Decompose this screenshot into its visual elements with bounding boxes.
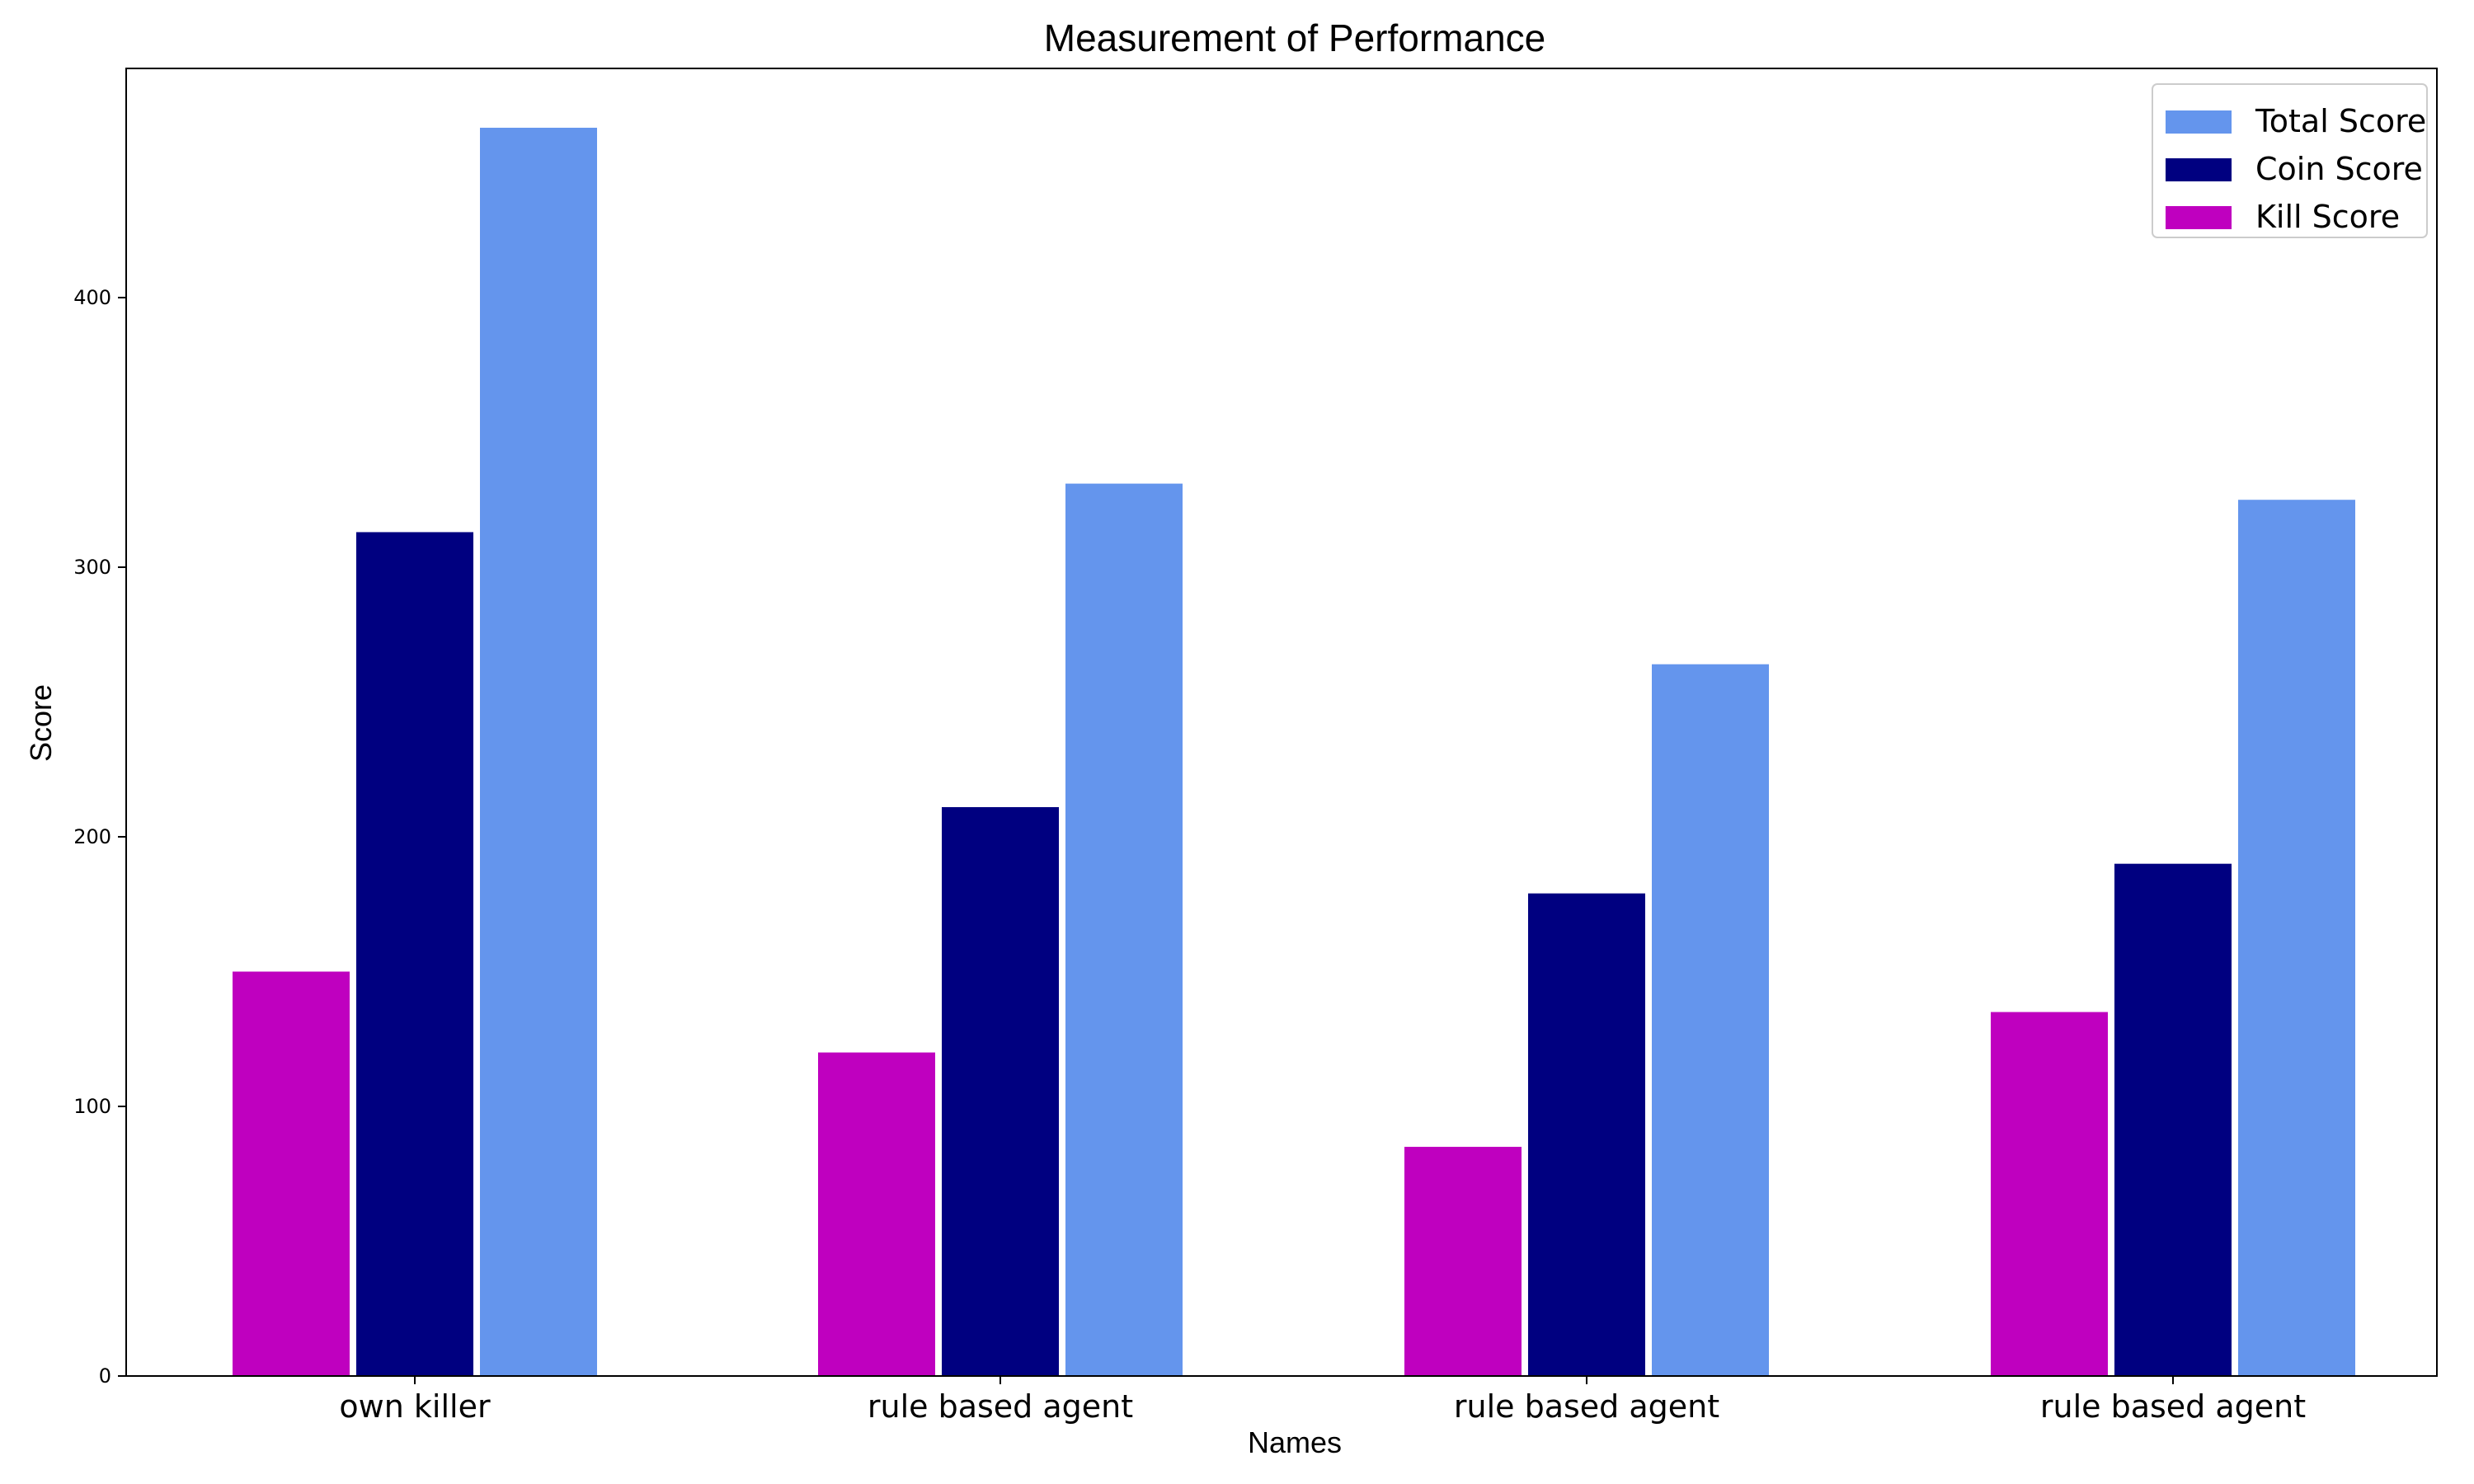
bar-total-score-3 <box>2238 500 2355 1376</box>
x-tick-label: own killer <box>339 1388 491 1425</box>
legend: Total Score Coin Score Kill Score <box>2152 83 2428 238</box>
legend-swatch-kill-score <box>2166 206 2232 229</box>
bar-coin-score-0 <box>356 532 473 1376</box>
chart-title: Measurement of Performance <box>1044 16 1546 59</box>
bar-coin-score-1 <box>942 807 1059 1376</box>
bar-kill-score-2 <box>1404 1147 1522 1376</box>
bar-kill-score-3 <box>1991 1012 2108 1376</box>
bar-total-score-0 <box>480 127 597 1376</box>
y-tick-label: 300 <box>73 556 111 579</box>
y-tick-label: 400 <box>73 286 111 309</box>
legend-label-kill-score: Kill Score <box>2255 199 2400 235</box>
plot-frame <box>125 68 2438 1377</box>
bar-coin-score-2 <box>1528 893 1645 1376</box>
y-tick-label: 200 <box>73 825 111 848</box>
bars-group <box>233 127 2355 1376</box>
x-ticks-group: own killer rule based agent rule based age… <box>339 1376 2306 1425</box>
x-tick-label: rule based agent <box>1454 1388 1719 1425</box>
legend-label-coin-score: Coin Score <box>2255 151 2423 187</box>
x-axis-label: Names <box>1248 1425 1342 1459</box>
legend-swatch-coin-score <box>2166 158 2232 181</box>
y-axis-label: Score <box>24 684 58 762</box>
legend-swatch-total-score <box>2166 110 2232 134</box>
y-ticks-group: 0 100 200 300 400 <box>73 286 126 1388</box>
bar-kill-score-1 <box>818 1052 935 1376</box>
y-tick-label: 100 <box>73 1095 111 1118</box>
bar-coin-score-3 <box>2114 863 2232 1376</box>
x-tick-label: rule based agent <box>868 1388 1133 1425</box>
bar-total-score-1 <box>1065 483 1183 1376</box>
x-tick-label: rule based agent <box>2040 1388 2306 1425</box>
y-tick-label: 0 <box>99 1364 111 1388</box>
bar-kill-score-0 <box>233 971 350 1376</box>
bar-total-score-2 <box>1652 664 1769 1376</box>
legend-label-total-score: Total Score <box>2255 103 2426 139</box>
